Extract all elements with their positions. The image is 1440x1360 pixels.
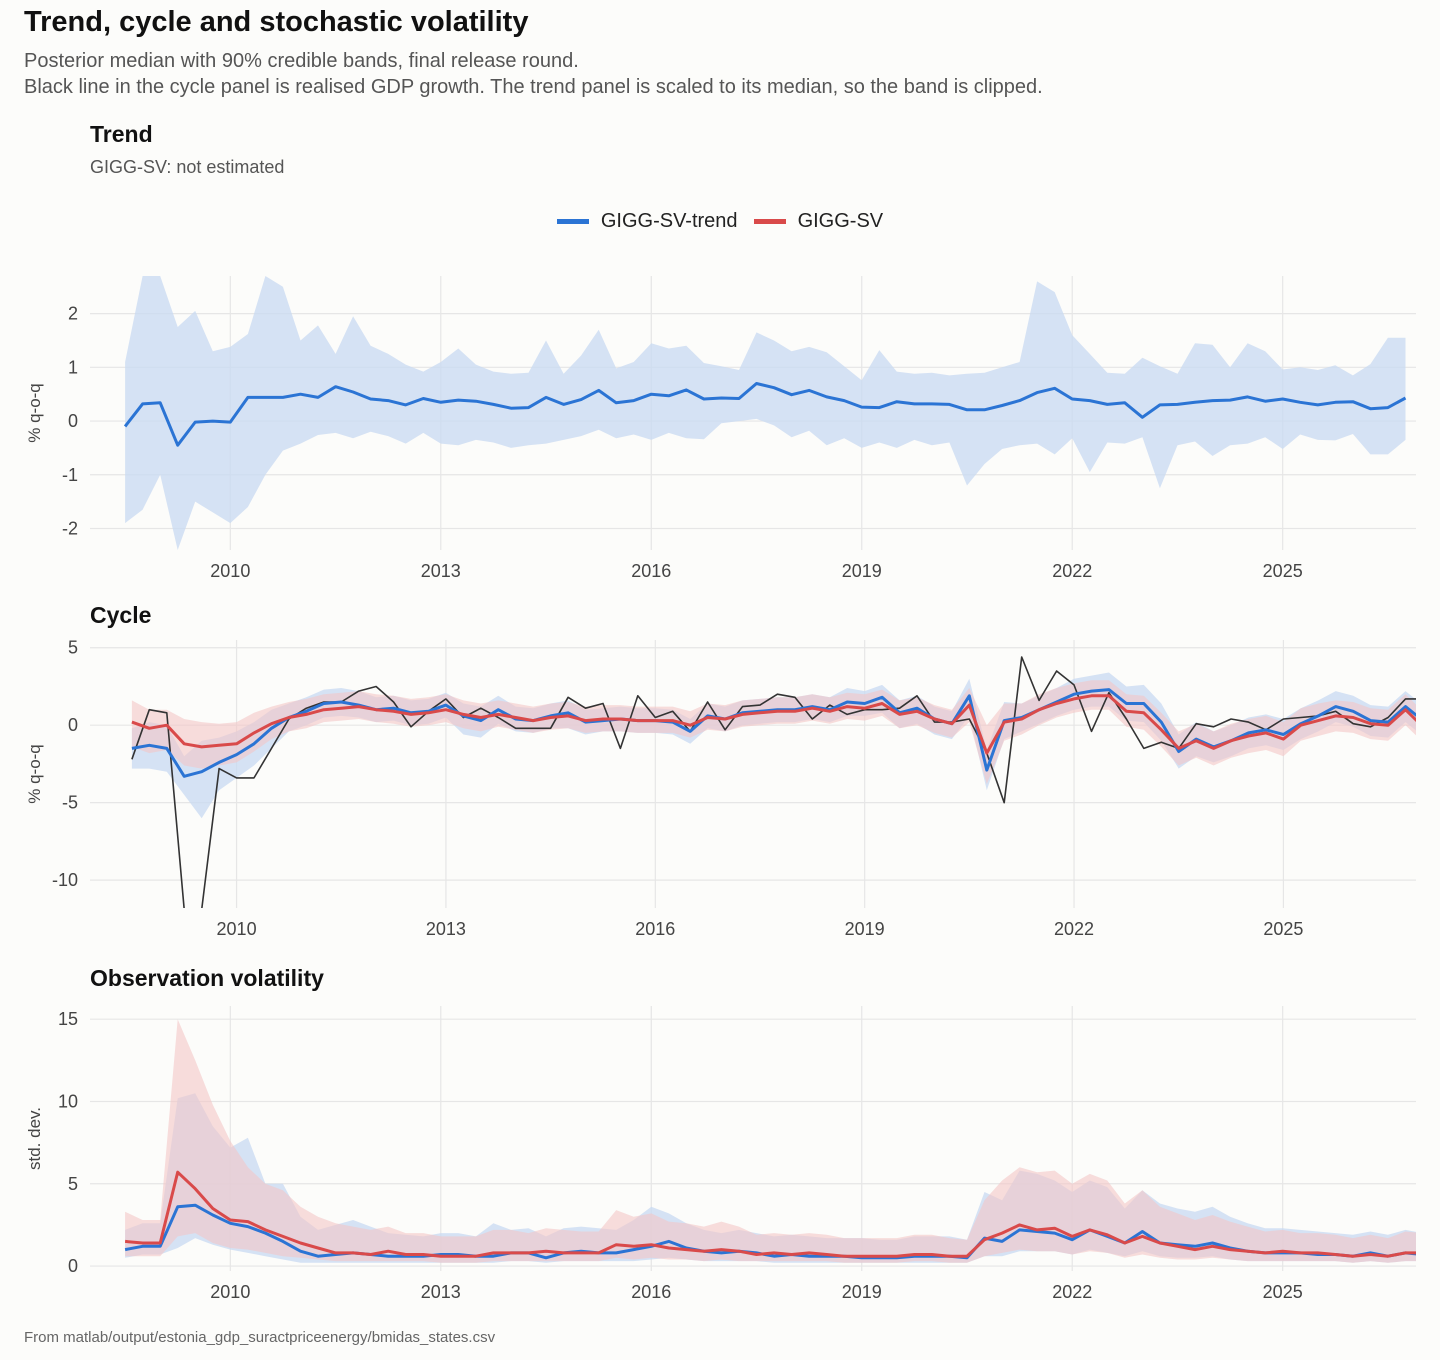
y-axis-title: % q-o-q [25,383,44,443]
x-tick-label: 2010 [210,1282,250,1302]
y-tick-label: 10 [58,1091,78,1111]
trend-panel: 2 1 0 -1 -2 2010 2013 2016 2019 2022 2025 % q-o-q [25,276,1416,581]
y-tick-label: -5 [62,793,78,813]
plot-area [123,276,1407,550]
volatility-panel-title: Observation volatility [90,965,324,991]
realised-series-line [131,656,1416,908]
x-tick-label: 2010 [210,561,250,581]
y-tick-label: -2 [62,519,78,539]
legend-label-trend: GIGG-SV-trend [600,210,738,232]
gigg-series-line [131,694,1416,755]
x-tick-label: 2019 [842,561,882,581]
cycle-panel-title: Cycle [90,602,152,628]
x-tick-label: 2022 [1052,1282,1092,1302]
x-tick-label: 2016 [631,561,671,581]
y-tick-label: 5 [68,1174,78,1194]
y-axis-title: std. dev. [25,1107,44,1170]
legend-label-gigg: GIGG-SV [797,210,884,232]
y-tick-label: 5 [68,638,78,658]
y-tick-label: 2 [68,304,78,324]
gigg-credible-band [125,1019,1416,1263]
cycle-panel: 5 0 -5 -10 2010 2013 2016 2019 2022 2025 % q-o-q [25,638,1416,939]
x-tick-label: 2022 [1052,561,1092,581]
y-tick-label: 15 [58,1009,78,1029]
y-tick-label: -1 [62,465,78,485]
trend-panel-subtitle: GIGG-SV: not estimated [90,157,285,177]
plot-area [124,1019,1416,1263]
x-tick-label: 2025 [1263,561,1303,581]
volatility-panel: 15 10 5 0 2010 2013 2016 2019 2022 2025 std. dev. [25,1006,1416,1302]
trend-panel-title: Trend [90,121,153,147]
x-tick-label: 2010 [217,919,257,939]
gridlines [90,640,1416,908]
legend-swatch-gigg [753,219,786,224]
x-tick-label: 2025 [1263,1282,1303,1302]
y-axis-title: % q-o-q [25,744,44,804]
y-tick-label: 1 [68,357,78,377]
legend: GIGG-SV-trend GIGG-SV [0,210,1440,233]
y-tick-label: -10 [52,870,78,890]
y-tick-label: 0 [68,411,78,431]
x-tick-label: 2013 [426,919,466,939]
x-tick-label: 2016 [635,919,675,939]
x-tick-label: 2016 [631,1282,671,1302]
legend-item-gigg: GIGG-SV [753,210,884,233]
x-tick-label: 2025 [1263,919,1303,939]
x-tick-label: 2019 [842,1282,882,1302]
y-tick-label: 0 [68,715,78,735]
x-tick-label: 2013 [421,561,461,581]
chart-subtitle-line1: Posterior median with 90% credible bands… [24,50,579,72]
trend-series-line [123,382,1407,447]
legend-swatch-trend [556,219,589,224]
plot-area [131,656,1416,908]
y-tick-label: 0 [68,1256,78,1276]
gigg-series-line [124,1170,1416,1258]
legend-item-trend: GIGG-SV-trend [556,210,738,233]
x-tick-label: 2019 [845,919,885,939]
chart-subtitle-line2: Black line in the cycle panel is realise… [24,76,1043,98]
caption: From matlab/output/estonia_gdp_suractpri… [24,1329,496,1346]
trend-credible-band [125,276,1406,550]
chart-title: Trend, cycle and stochastic volatility [24,6,529,38]
x-tick-label: 2022 [1054,919,1094,939]
x-tick-label: 2013 [421,1282,461,1302]
gridlines [90,1006,1416,1271]
